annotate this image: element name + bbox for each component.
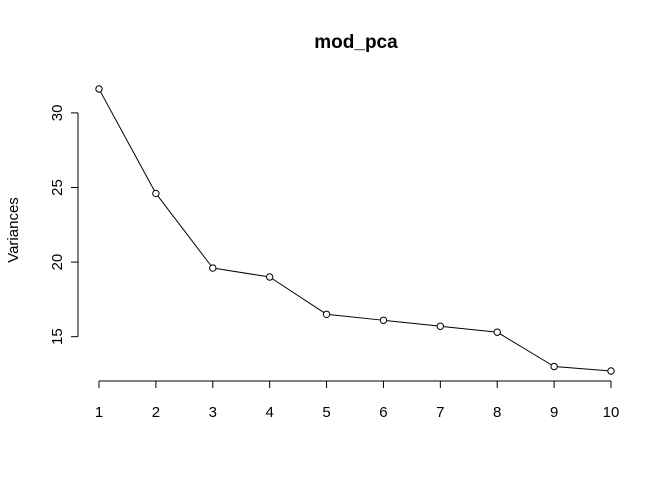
x-tick-label: 1	[95, 404, 103, 421]
chart-title: mod_pca	[314, 32, 398, 53]
y-tick-label: 30	[49, 105, 66, 122]
y-tick-label: 20	[49, 254, 66, 271]
data-point	[265, 273, 274, 281]
data-point	[379, 316, 388, 324]
y-tick-label: 25	[49, 179, 66, 196]
data-point	[493, 328, 501, 336]
y-tick-label: 15	[49, 328, 66, 345]
series-line-segment	[443, 326, 495, 333]
data-point	[209, 264, 217, 272]
x-tick-label: 4	[265, 404, 273, 421]
series-line-segment	[215, 268, 267, 277]
series-line-segment	[100, 91, 155, 191]
data-point	[436, 322, 445, 330]
data-point	[550, 362, 558, 371]
data-point	[152, 189, 160, 198]
x-tick-label: 9	[550, 404, 558, 421]
series-line-segment	[329, 314, 381, 321]
data-point	[322, 310, 331, 319]
y-axis-label: Variances	[5, 197, 22, 263]
series-line-segment	[499, 333, 552, 366]
x-tick-label: 10	[603, 404, 620, 421]
data-point	[607, 367, 615, 375]
x-axis: 1 2 3 4 5 6 7 8 9 10	[95, 380, 620, 421]
x-tick-label: 2	[152, 404, 160, 421]
x-tick-label: 5	[322, 404, 330, 421]
x-tick-label: 3	[209, 404, 217, 421]
y-axis: 15 20 25 30	[49, 105, 79, 345]
series-line-segment	[272, 278, 325, 313]
x-tick-label: 8	[493, 404, 501, 421]
x-tick-label: 6	[379, 404, 387, 421]
x-tick-label: 7	[436, 404, 444, 421]
data-point	[95, 85, 103, 93]
series-line-segment	[157, 195, 212, 266]
plot-area	[95, 85, 615, 375]
series-line-segment	[386, 320, 438, 327]
series-line-segment	[557, 366, 608, 372]
